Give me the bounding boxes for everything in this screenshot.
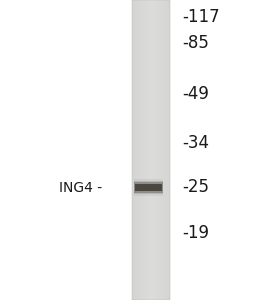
Bar [147, 0, 149, 300]
Bar [134, 182, 163, 193]
Text: -85: -85 [182, 34, 209, 52]
Bar [132, 0, 134, 300]
Text: -117: -117 [182, 8, 220, 26]
Bar [153, 0, 154, 300]
Bar [142, 0, 144, 300]
Bar [144, 0, 145, 300]
Bar [169, 0, 170, 300]
Bar [154, 0, 155, 300]
Bar [145, 0, 146, 300]
Bar [150, 0, 151, 300]
Bar [141, 0, 142, 300]
Bar [166, 0, 168, 300]
Bar [137, 0, 139, 300]
Bar [160, 0, 161, 300]
Bar [168, 0, 169, 300]
Bar [134, 0, 135, 300]
Text: -25: -25 [182, 178, 209, 196]
Bar [159, 0, 160, 300]
Bar [164, 0, 165, 300]
Bar [135, 184, 162, 191]
Bar [157, 0, 159, 300]
Bar [161, 0, 163, 300]
Text: -34: -34 [182, 134, 209, 152]
Bar [149, 0, 150, 300]
Bar [163, 0, 164, 300]
Bar [156, 0, 157, 300]
Bar [132, 0, 170, 300]
Bar [140, 0, 141, 300]
Bar [135, 0, 136, 300]
Text: -49: -49 [182, 85, 209, 103]
Bar [165, 0, 166, 300]
Bar [146, 0, 147, 300]
Bar [134, 181, 163, 194]
Bar [134, 179, 163, 196]
Bar [151, 0, 153, 300]
Bar [155, 0, 156, 300]
Bar [136, 0, 137, 300]
Text: -19: -19 [182, 224, 209, 242]
Text: ING4 -: ING4 - [59, 181, 103, 194]
Bar [139, 0, 140, 300]
